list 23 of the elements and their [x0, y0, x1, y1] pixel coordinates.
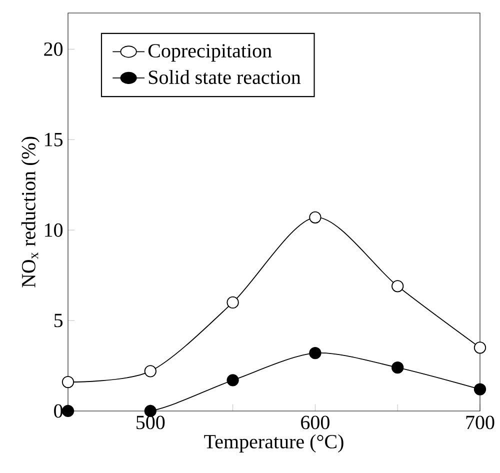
x-tick-label: 500 [136, 416, 165, 430]
point [474, 383, 486, 396]
point [144, 365, 156, 378]
point [309, 347, 322, 360]
y-axis-title: NO$_{x}$ reduction (%) [21, 136, 40, 288]
legend-label: Solid state reaction [148, 70, 301, 84]
point [474, 342, 486, 354]
y-tick-label: 5 [54, 314, 63, 328]
point [226, 296, 239, 309]
y-tick-label: 10 [45, 223, 63, 237]
point [392, 280, 404, 292]
y-tick-label: 20 [44, 42, 63, 56]
y-tick-label: 0 [54, 404, 63, 418]
point [392, 361, 404, 374]
legend-label: Coprecipitation [148, 44, 272, 62]
point [226, 374, 239, 386]
x-tick-label: 700 [466, 416, 494, 430]
point [62, 376, 74, 388]
y-tick-label: 15 [45, 132, 63, 146]
point [309, 211, 322, 224]
point [62, 404, 74, 418]
x-axis-title: Temperature (°C) [204, 434, 344, 452]
x-tick-label: 600 [301, 416, 330, 430]
